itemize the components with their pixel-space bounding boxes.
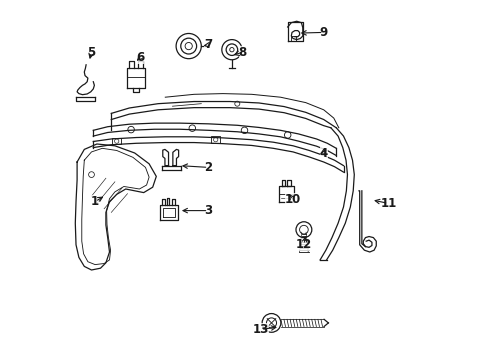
- Text: 5: 5: [87, 46, 96, 59]
- Text: 3: 3: [204, 204, 212, 217]
- Bar: [112, 138, 121, 144]
- Text: 6: 6: [136, 51, 144, 64]
- Text: 10: 10: [285, 193, 301, 206]
- Text: 1: 1: [91, 195, 99, 208]
- Bar: [211, 136, 220, 143]
- Text: 9: 9: [319, 26, 327, 39]
- Text: 2: 2: [204, 161, 212, 174]
- Text: 8: 8: [238, 46, 246, 59]
- Text: 4: 4: [319, 147, 327, 159]
- Text: 7: 7: [204, 39, 212, 51]
- Text: 12: 12: [295, 238, 311, 251]
- Text: 11: 11: [380, 197, 396, 210]
- Text: 13: 13: [252, 323, 268, 336]
